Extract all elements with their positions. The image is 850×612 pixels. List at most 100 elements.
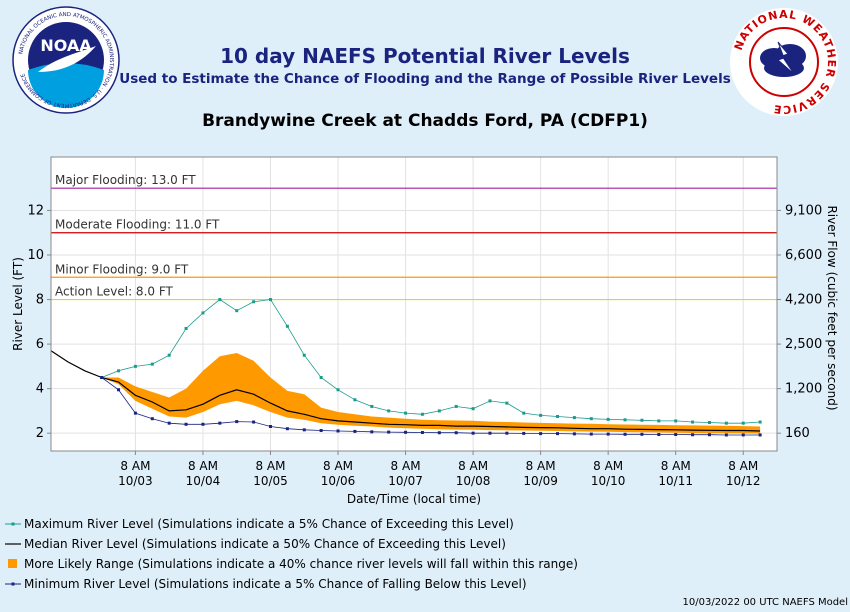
max-point — [589, 417, 593, 421]
min-point — [133, 411, 137, 415]
max-point — [640, 418, 644, 422]
max-point — [505, 401, 509, 405]
flood-level-label: Major Flooding: 13.0 FT — [55, 173, 196, 187]
min-point — [285, 427, 289, 431]
plot-frame — [50, 156, 778, 452]
max-point — [437, 409, 441, 413]
x-tick-date: 10/10 — [591, 474, 626, 488]
x-tick-date: 10/08 — [456, 474, 491, 488]
x-tick-time: 8 AM — [120, 459, 150, 473]
max-point — [302, 353, 306, 357]
max-point — [471, 407, 475, 411]
min-point — [606, 432, 610, 436]
x-tick-date: 10/06 — [321, 474, 356, 488]
max-point — [235, 309, 239, 313]
min-point — [522, 431, 526, 435]
right-tick-label: 9,100 — [785, 203, 822, 218]
y-tick-label: 2 — [36, 426, 44, 441]
median-line — [101, 376, 761, 432]
min-point — [454, 431, 458, 435]
x-tick-date: 10/09 — [523, 474, 558, 488]
max-point — [674, 419, 678, 423]
max-line — [101, 299, 761, 424]
max-point — [150, 362, 154, 366]
min-point — [556, 432, 560, 436]
min-point — [640, 432, 644, 436]
legend-label-min: Minimum River Level (Simulations indicat… — [24, 577, 527, 591]
min-line-icon — [5, 582, 21, 586]
nws-logo: NATIONAL WEATHER SERVICE — [730, 8, 838, 116]
min-point — [657, 433, 661, 437]
observed-line — [50, 350, 102, 379]
max-point — [606, 417, 610, 421]
min-point — [150, 417, 154, 421]
min-point — [353, 429, 357, 433]
x-tick-date: 10/03 — [118, 474, 153, 488]
min-point — [100, 376, 104, 379]
min-point — [505, 431, 509, 435]
x-tick-date: 10/12 — [726, 474, 761, 488]
chart-title: 10 day NAEFS Potential River Levels — [220, 44, 630, 68]
max-point — [724, 421, 728, 425]
max-point — [218, 298, 222, 302]
x-axis-title: Date/Time (local time) — [347, 492, 481, 506]
min-point — [201, 422, 205, 426]
min-point — [167, 421, 171, 425]
noaa-text: NOAA — [40, 36, 92, 55]
right-tick-label: 6,600 — [785, 248, 822, 263]
max-point — [268, 298, 272, 302]
max-point — [133, 364, 137, 368]
min-point — [572, 432, 576, 436]
x-tick-date: 10/05 — [253, 474, 288, 488]
y-tick-label: 12 — [27, 203, 44, 218]
max-point — [370, 404, 374, 408]
y-axis-title: River Level (FT) — [11, 257, 25, 351]
noaa-logo: NOAA NATIONAL OCEANIC AND ATMOSPHERIC AD… — [12, 6, 120, 114]
max-point — [556, 414, 560, 418]
x-tick-time: 8 AM — [391, 459, 421, 473]
x-tick-time: 8 AM — [188, 459, 218, 473]
min-point — [437, 431, 441, 435]
max-point — [336, 388, 340, 392]
min-point — [336, 429, 340, 433]
min-point — [707, 433, 711, 437]
min-point — [252, 420, 256, 424]
max-point — [454, 404, 458, 408]
max-point — [741, 421, 745, 425]
median-line-icon — [5, 543, 21, 545]
min-point — [235, 420, 239, 424]
min-point — [420, 431, 424, 435]
range-band — [101, 353, 761, 434]
max-point — [572, 416, 576, 420]
min-point — [218, 421, 222, 425]
x-tick-time: 8 AM — [458, 459, 488, 473]
station-title: Brandywine Creek at Chadds Ford, PA (CDF… — [202, 111, 648, 131]
x-tick-time: 8 AM — [728, 459, 758, 473]
y-tick-label: 8 — [36, 293, 44, 308]
max-point — [657, 419, 661, 423]
right-tick-label: 160 — [785, 426, 810, 441]
min-point — [674, 433, 678, 437]
x-tick-time: 8 AM — [593, 459, 623, 473]
min-point — [488, 431, 492, 435]
flood-level-label: Moderate Flooding: 11.0 FT — [55, 218, 220, 232]
chart-subtitle: Used to Estimate the Chance of Flooding … — [119, 71, 731, 87]
legend-label-range: More Likely Range (Simulations indicate … — [24, 557, 578, 571]
flood-level-label: Action Level: 8.0 FT — [55, 285, 174, 299]
x-tick-date: 10/04 — [186, 474, 221, 488]
right-tick-label: 1,200 — [785, 382, 822, 397]
min-point — [741, 433, 745, 437]
min-point — [471, 431, 475, 435]
right-tick-label: 2,500 — [785, 337, 822, 352]
y-tick-label: 6 — [36, 337, 44, 352]
x-tick-time: 8 AM — [526, 459, 556, 473]
max-point — [758, 420, 762, 424]
min-point — [623, 432, 627, 436]
max-point — [539, 413, 543, 417]
min-point — [268, 425, 272, 428]
x-tick-date: 10/11 — [658, 474, 693, 488]
max-point — [184, 327, 188, 330]
max-point — [353, 398, 357, 402]
river-level-chart: Major Flooding: 13.0 FT Moderate Flooding… — [11, 156, 839, 506]
model-footer: 10/03/2022 00 UTC NAEFS Model — [682, 597, 849, 608]
